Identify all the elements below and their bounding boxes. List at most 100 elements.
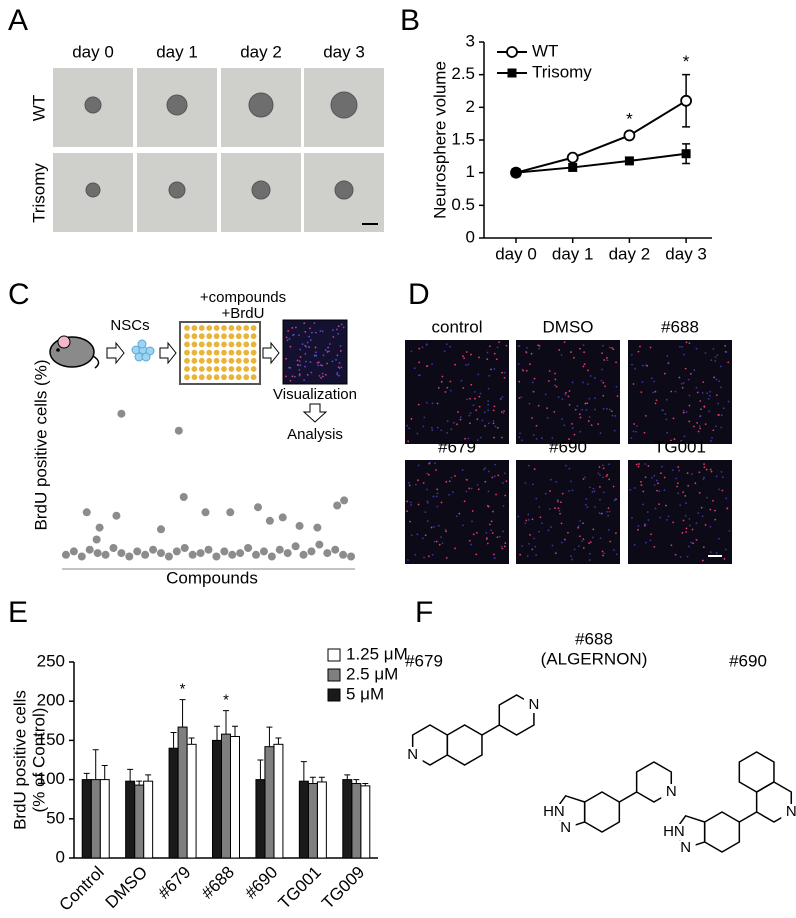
cell-dot — [601, 368, 604, 371]
cell-dot — [568, 467, 571, 470]
cell-dot — [633, 423, 636, 425]
cell-dot — [505, 480, 508, 483]
cell-dot — [633, 487, 636, 489]
bar — [134, 784, 145, 859]
cell-dot — [725, 497, 728, 500]
cell-dot — [601, 352, 603, 355]
cell-dot — [615, 553, 618, 556]
cell-dot — [410, 534, 413, 537]
cell-dot — [584, 402, 587, 405]
cell-dot — [664, 413, 667, 415]
cell-dot — [486, 358, 489, 361]
cell-dot — [293, 375, 296, 378]
cell-dot — [607, 529, 610, 531]
cell-dot — [579, 416, 582, 419]
cell-dot — [410, 350, 413, 353]
well — [221, 374, 227, 381]
point — [212, 552, 221, 561]
cell-dot — [598, 512, 601, 515]
cell-dot — [564, 538, 566, 541]
cell-dot — [520, 439, 523, 442]
cell-dot — [524, 522, 527, 525]
cell-dot — [436, 492, 439, 495]
atom-label: HN — [663, 823, 685, 840]
well — [184, 366, 190, 372]
cell-dot — [454, 363, 456, 366]
cell-dot — [603, 552, 605, 555]
well — [213, 349, 220, 356]
cell-dot — [488, 422, 490, 425]
cell-dot — [459, 418, 462, 421]
error-bar — [101, 764, 108, 780]
cell-dot — [528, 542, 530, 545]
cell-dot — [721, 489, 724, 492]
cell-dot — [458, 512, 461, 515]
cell-dot — [571, 381, 574, 384]
cell-dot — [579, 520, 582, 522]
cell-dot — [726, 507, 729, 510]
cell-dot — [286, 339, 289, 342]
cell-dot — [310, 371, 313, 374]
cell-dot — [450, 476, 453, 479]
point — [228, 550, 237, 559]
cell-dot — [417, 374, 420, 377]
well — [228, 366, 235, 372]
legend-swatch — [327, 668, 341, 682]
cell-dot — [530, 352, 533, 355]
cell-dot — [708, 410, 711, 413]
cell-dot — [415, 483, 417, 486]
cell-dot — [701, 392, 704, 394]
cell-dot — [317, 364, 320, 367]
cell-dot — [577, 525, 580, 528]
cell-dot — [517, 363, 520, 365]
error-bar — [232, 725, 238, 737]
cell-dot — [492, 422, 495, 425]
point — [179, 493, 188, 501]
cell-dot — [592, 528, 595, 531]
well — [235, 341, 242, 348]
neurosphere — [251, 180, 271, 200]
error-bar — [353, 779, 360, 784]
x-tick-label: #688 — [198, 863, 238, 903]
cell-dot — [496, 426, 499, 429]
cell-dot — [292, 334, 294, 337]
cell-dot — [585, 498, 588, 500]
cell-dot — [470, 543, 472, 546]
cell-dot — [687, 378, 690, 381]
point — [117, 549, 126, 558]
atom-bg — [675, 840, 696, 857]
cell-dot — [703, 466, 706, 469]
cell-dot — [554, 384, 556, 387]
point — [101, 550, 110, 559]
mouse-tail — [92, 355, 100, 369]
cell-dot — [477, 488, 480, 491]
cell-dot — [521, 545, 523, 547]
cell-dot — [677, 482, 679, 485]
well — [213, 333, 220, 340]
cell-dot — [326, 362, 328, 365]
point — [333, 501, 342, 510]
cell-dot — [699, 427, 702, 430]
cell-dot — [667, 361, 670, 364]
point — [125, 552, 134, 561]
point — [93, 549, 102, 558]
cell-dot — [306, 341, 309, 344]
cell-dot — [687, 484, 690, 487]
cell-dot — [653, 484, 656, 486]
cell-dot — [421, 537, 424, 540]
cell-dot — [495, 358, 498, 361]
cell-dot — [653, 474, 656, 477]
cell-dot — [331, 360, 334, 363]
cell-dot — [671, 469, 674, 472]
cell-dot — [695, 538, 698, 541]
cell-dot — [449, 380, 452, 383]
micrograph — [516, 340, 620, 444]
y-tick-label: 50 — [46, 808, 65, 827]
point — [69, 547, 78, 556]
cell-dot — [329, 343, 331, 345]
cell-dot — [326, 350, 329, 353]
cell-dot — [637, 350, 640, 353]
x-tick-label: #690 — [241, 863, 281, 903]
compound-alias: (ALGERNON) — [541, 649, 648, 668]
